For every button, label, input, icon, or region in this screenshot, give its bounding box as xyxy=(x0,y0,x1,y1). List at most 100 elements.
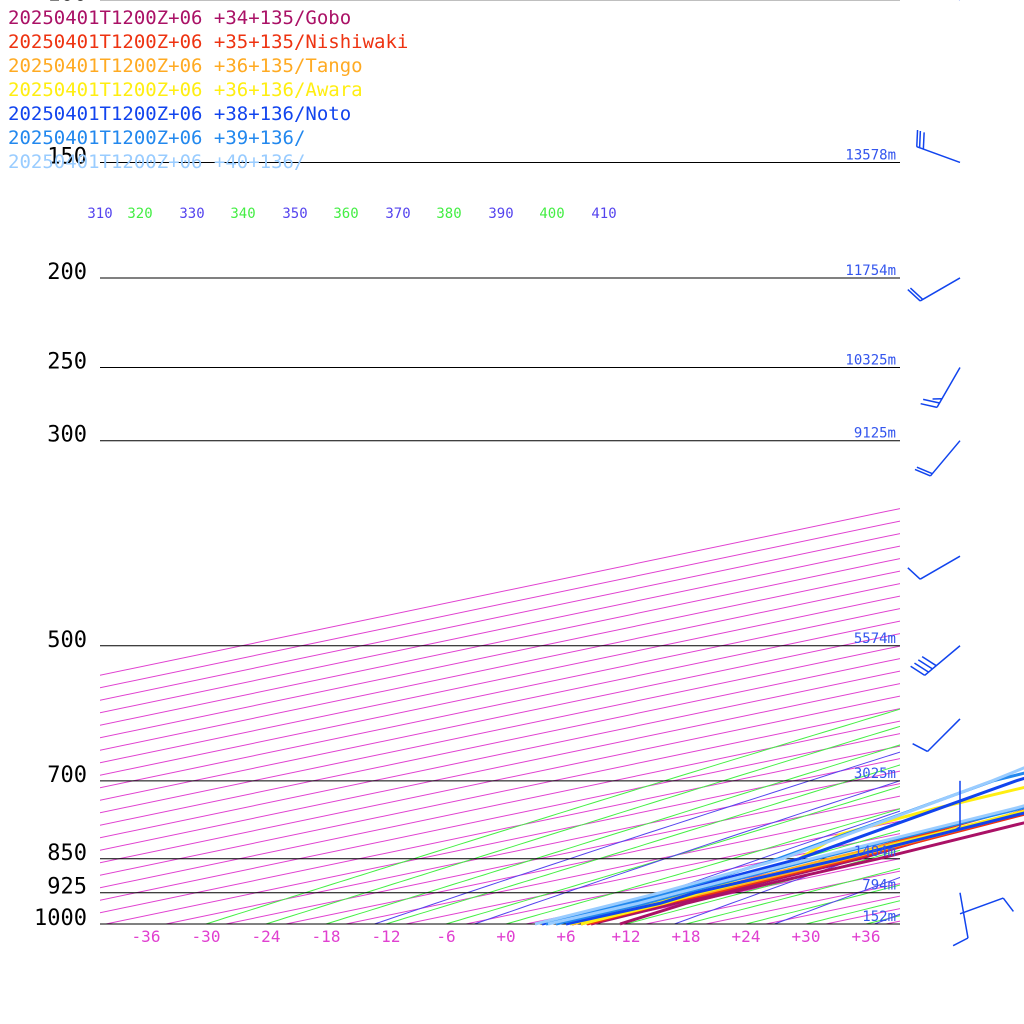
temperature-line-4 xyxy=(580,809,1024,926)
wind-barb-feather xyxy=(916,129,919,147)
isotherm-line xyxy=(100,620,900,789)
theta-labels: 310 320 330 340 350 360 370 380 390 400 410 xyxy=(87,206,616,222)
isobar-grid xyxy=(100,0,900,925)
wind-barb xyxy=(907,555,961,580)
theta-label: 400 xyxy=(539,206,564,222)
pressure-label: 150 xyxy=(47,144,87,169)
legend-entry-4: 20250401T1200Z+06 +36+136/Awara xyxy=(8,79,363,101)
wind-barb xyxy=(914,440,961,477)
wind-barb-feather xyxy=(922,132,925,150)
legend-entry-7: 20250401T1200Z+06 +40+136/ xyxy=(8,151,305,173)
height-label: 3025m xyxy=(854,766,896,782)
sounding-series xyxy=(534,766,1024,926)
wind-barb-feather xyxy=(918,130,922,148)
theta-label: 340 xyxy=(230,206,255,222)
temperature-line-5 xyxy=(565,811,1024,926)
wind-barb-staff xyxy=(924,645,961,676)
isotherm-line xyxy=(100,608,900,776)
temperature-tick-label: +0 xyxy=(496,927,515,946)
theta-label: 330 xyxy=(179,206,204,222)
height-label: 11754m xyxy=(845,263,896,279)
temperature-tick-label: +6 xyxy=(556,927,575,946)
wind-barb-feather xyxy=(951,826,961,833)
wind-barb-feather xyxy=(914,468,931,477)
wind-barb xyxy=(916,129,961,164)
legend-entry-2: 20250401T1200Z+06 +35+135/Nishiwaki xyxy=(8,31,408,53)
wind-barb xyxy=(910,645,961,676)
temperature-tick-label: -30 xyxy=(192,927,221,946)
wind-barb-feather xyxy=(921,656,937,667)
temperature-tick-label: -24 xyxy=(252,927,281,946)
height-label: 9125m xyxy=(854,426,896,442)
legend-entry-1: 20250401T1200Z+06 +34+135/Gobo xyxy=(8,7,351,29)
isotherm-line xyxy=(100,658,900,826)
isotherm-line xyxy=(100,533,900,701)
isotherm-line xyxy=(100,545,900,714)
theta-label: 320 xyxy=(127,206,152,222)
wind-barb-staff xyxy=(959,892,969,939)
theta-label: 350 xyxy=(282,206,307,222)
theta-label: 390 xyxy=(488,206,513,222)
height-label: 10325m xyxy=(845,353,896,369)
legend-entry-5: 20250401T1200Z+06 +38+136/Noto xyxy=(8,103,351,125)
wind-barb xyxy=(951,780,961,833)
isotherm-line xyxy=(100,633,900,801)
legend-entry-3: 20250401T1200Z+06 +36+135/Tango xyxy=(8,55,363,77)
wind-barb-feather xyxy=(1002,897,1014,912)
isotherm-line xyxy=(100,645,900,814)
wind-barb xyxy=(907,277,961,302)
theta-label: 370 xyxy=(385,206,410,222)
theta-label: 380 xyxy=(436,206,461,222)
pressure-labels: 100 150 200 250 300 500 700 850 925 1000 xyxy=(34,0,87,931)
isotherm-line xyxy=(100,570,900,739)
pressure-label: 200 xyxy=(47,260,87,285)
height-label: 1484m xyxy=(854,844,896,860)
height-label: 13578m xyxy=(845,147,896,163)
pressure-label: 1000 xyxy=(34,906,87,931)
pressure-label: 250 xyxy=(47,350,87,375)
pressure-label: 850 xyxy=(47,841,87,866)
wind-barb-staff xyxy=(916,146,961,164)
dewpoint-line-5 xyxy=(541,776,1024,926)
theta-label: 410 xyxy=(591,206,616,222)
temperature-line-7 xyxy=(547,804,1024,926)
temperature-tick-label: +36 xyxy=(852,927,881,946)
wind-barb-staff xyxy=(936,367,961,408)
dewpoint-line-1 xyxy=(590,809,1024,926)
height-labels: 16090m 13578m 11754m 10325m 9125m 5574m 3025m 1… xyxy=(845,0,896,925)
pressure-label: 925 xyxy=(47,875,87,900)
temperature-ticks: -36 -30 -24 -18 -12 -6 +0 +6 +12 +18 +24 +30 +36 xyxy=(132,927,881,946)
temperature-tick-label: +18 xyxy=(672,927,701,946)
pressure-label: 500 xyxy=(47,628,87,653)
isotherm-line xyxy=(100,595,900,764)
temperature-tick-label: +24 xyxy=(732,927,761,946)
wind-barb-feather xyxy=(910,665,926,676)
wind-barb-staff xyxy=(929,440,961,477)
wind-barb-feather xyxy=(907,289,921,302)
wind-barb-feather xyxy=(907,567,921,580)
pressure-label: 700 xyxy=(47,763,87,788)
pressure-label: 300 xyxy=(47,423,87,448)
wind-barb-feather xyxy=(920,402,938,409)
wind-barb xyxy=(920,367,961,409)
theta-label: 360 xyxy=(333,206,358,222)
height-label: 794m xyxy=(862,878,896,894)
theta-label: 310 xyxy=(87,206,112,222)
wind-barb-feather xyxy=(909,287,924,300)
isotherm-line xyxy=(100,583,900,751)
temperature-tick-label: -18 xyxy=(312,927,341,946)
wind-barbs xyxy=(907,0,1014,947)
isotherm-line xyxy=(100,520,900,689)
isotherm-grid xyxy=(100,508,900,924)
temperature-tick-label: -6 xyxy=(436,927,455,946)
legend: 20250401T1200Z+06 +34+135/Gobo20250401T1… xyxy=(8,7,408,173)
height-label: 16090m xyxy=(845,0,896,1)
wind-barb-feather xyxy=(912,743,928,753)
height-label: 152m xyxy=(862,909,896,925)
isotherm-line xyxy=(100,508,900,676)
dewpoint-line-6 xyxy=(545,771,1024,926)
temperature-tick-label: -36 xyxy=(132,927,161,946)
wind-barb-staff xyxy=(919,277,961,302)
wind-barb-staff xyxy=(919,555,961,580)
wind-barb-feather xyxy=(914,662,929,673)
